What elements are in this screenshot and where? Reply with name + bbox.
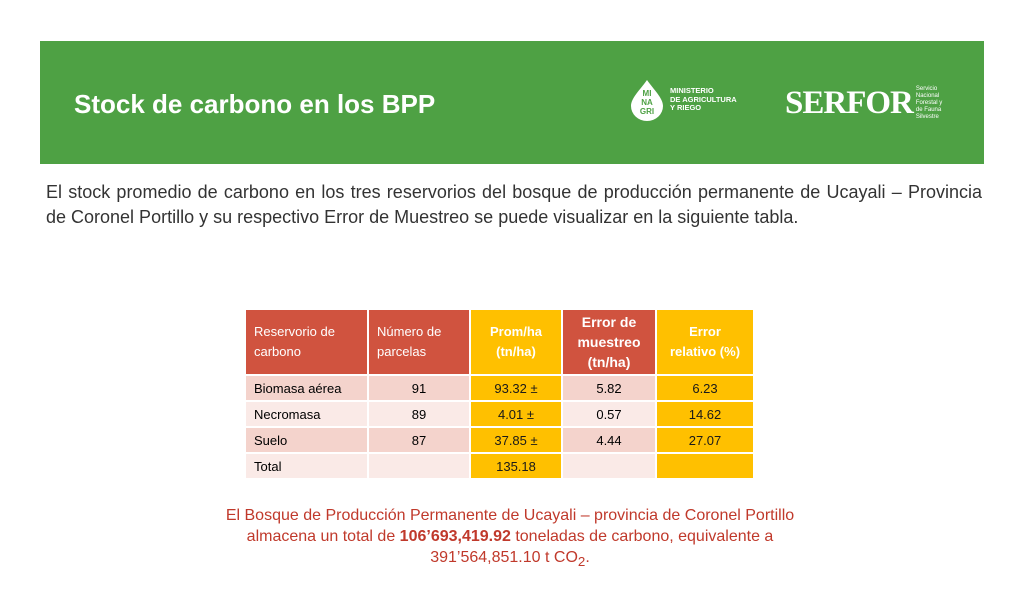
cell-parcelas: 87	[369, 428, 469, 452]
table-row: Suelo 87 37.85 ± 4.44 27.07	[246, 428, 753, 452]
header-parcelas: Número de parcelas	[369, 310, 469, 374]
page-title: Stock de carbono en los BPP	[74, 89, 436, 119]
minagri-name: MINISTERIO DE AGRICULTURA Y RIEGO	[670, 86, 737, 113]
cell-error-relativo: 14.62	[657, 402, 753, 426]
minagri-logo: MI NA GRI MINISTERIO DE AGRICULTURA Y RI…	[628, 77, 750, 123]
cell-parcelas: 91	[369, 376, 469, 400]
cell-promedio: 135.18	[471, 454, 561, 478]
cell-error-muestreo: 0.57	[563, 402, 655, 426]
minagri-mark: MI NA GRI	[639, 89, 655, 116]
conclusion-text: El Bosque de Producción Permanente de Uc…	[225, 507, 795, 570]
cell-reservorio: Biomasa aérea	[246, 376, 367, 400]
cell-error-relativo	[657, 454, 753, 478]
table-row: Necromasa 89 4.01 ± 0.57 14.62	[246, 402, 753, 426]
header-promedio: Prom/ha (tn/ha)	[471, 310, 561, 374]
total-carbon-value: 106’693,419.92	[399, 528, 511, 545]
table-row-total: Total 135.18	[246, 454, 753, 478]
cell-error-muestreo: 5.82	[563, 376, 655, 400]
cell-promedio: 4.01 ±	[471, 402, 561, 426]
header-banner: Stock de carbono en los BPP MI NA GRI MI…	[40, 41, 984, 164]
header-error-relativo: Error relativo (%)	[657, 310, 753, 374]
carbon-stock-table: Reservorio de carbono Número de parcelas…	[244, 308, 755, 480]
serfor-subtitle: Servicio Nacional Forestal y de Fauna Si…	[915, 86, 943, 120]
cell-error-relativo: 6.23	[657, 376, 753, 400]
table-row: Biomasa aérea 91 93.32 ± 5.82 6.23	[246, 376, 753, 400]
cell-error-relativo: 27.07	[657, 428, 753, 452]
header-error-muestreo: Error de muestreo (tn/ha)	[563, 310, 655, 374]
cell-promedio: 93.32 ±	[471, 376, 561, 400]
serfor-wordmark: SERFOR	[785, 85, 914, 121]
table-header-row: Reservorio de carbono Número de parcelas…	[246, 310, 753, 374]
cell-error-muestreo	[563, 454, 655, 478]
intro-paragraph: El stock promedio de carbono en los tres…	[46, 182, 982, 227]
cell-parcelas	[369, 454, 469, 478]
cell-promedio: 37.85 ±	[471, 428, 561, 452]
water-drop-icon: MI NA GRI	[628, 78, 666, 122]
cell-reservorio: Suelo	[246, 428, 367, 452]
cell-parcelas: 89	[369, 402, 469, 426]
serfor-logo: SERFOR Servicio Nacional Forestal y de F…	[785, 85, 956, 122]
cell-error-muestreo: 4.44	[563, 428, 655, 452]
header-reservorio: Reservorio de carbono	[246, 310, 367, 374]
cell-reservorio: Total	[246, 454, 367, 478]
cell-reservorio: Necromasa	[246, 402, 367, 426]
